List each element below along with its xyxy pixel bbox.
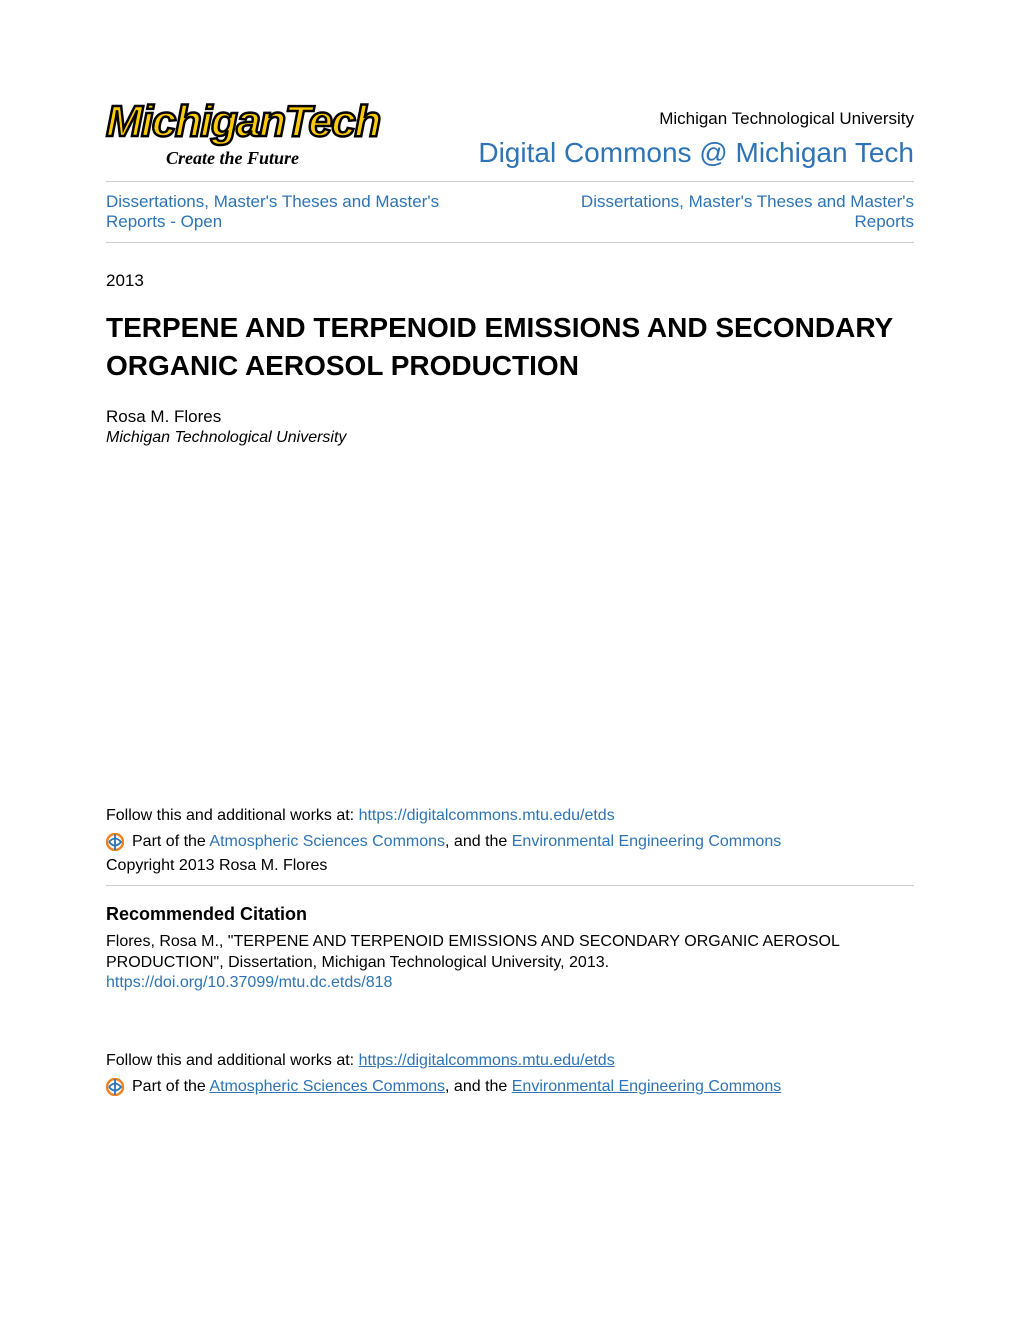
divider [106,885,914,886]
footer-follow-lead: Follow this and additional works at: [106,1052,359,1069]
author-affiliation: Michigan Technological University [106,429,914,447]
publication-year: 2013 [106,271,914,291]
doi-link[interactable]: https://doi.org/10.37099/mtu.dc.etds/818 [106,974,392,991]
divider [106,181,914,182]
follow-line: Follow this and additional works at: htt… [106,807,914,825]
divider [106,242,914,243]
footer-part-of-mid: , and the [445,1078,512,1095]
citation-heading: Recommended Citation [106,904,914,925]
part-of-line: Part of the Atmospheric Sciences Commons… [106,833,914,851]
breadcrumb-nav: Dissertations, Master's Theses and Maste… [106,192,914,232]
tagline-text: Create the Future [166,148,299,168]
part-of-text: Part of the Atmospheric Sciences Commons… [132,833,781,851]
logo-block: MichiganTech Create the Future [106,100,380,169]
footer-subject-link-2[interactable]: Environmental Engineering Commons [512,1078,781,1095]
footer-follow-url-link[interactable]: https://digitalcommons.mtu.edu/etds [359,1052,615,1069]
footer-part-of-lead: Part of the [132,1078,209,1095]
footer-part-of-text: Part of the Atmospheric Sciences Commons… [132,1078,781,1096]
university-name: Michigan Technological University [659,109,914,129]
network-icon [106,833,124,851]
network-icon [106,1078,124,1096]
copyright-text: Copyright 2013 Rosa M. Flores [106,857,914,875]
spacer [106,447,914,807]
document-title: TERPENE AND TERPENOID EMISSIONS AND SECO… [106,309,914,385]
repository-link[interactable]: Digital Commons @ Michigan Tech [478,137,914,169]
footer-follow-line: Follow this and additional works at: htt… [106,1052,914,1070]
author-name: Rosa M. Flores [106,407,914,427]
part-of-lead: Part of the [132,833,209,850]
follow-lead: Follow this and additional works at: [106,807,359,824]
logo-tagline: Create the Future [166,148,380,169]
page-header: MichiganTech Create the Future Michigan … [106,100,914,169]
footer-part-of-line: Part of the Atmospheric Sciences Commons… [106,1078,914,1096]
citation-text: Flores, Rosa M., "TERPENE AND TERPENOID … [106,931,914,974]
subject-link-2[interactable]: Environmental Engineering Commons [512,833,781,850]
header-right: Michigan Technological University Digita… [478,109,914,169]
collection-link-open[interactable]: Dissertations, Master's Theses and Maste… [106,192,470,232]
footer-subject-link-1[interactable]: Atmospheric Sciences Commons [209,1078,445,1095]
subject-link-1[interactable]: Atmospheric Sciences Commons [209,833,445,850]
part-of-mid: , and the [445,833,512,850]
follow-url-link[interactable]: https://digitalcommons.mtu.edu/etds [359,807,615,824]
footer-block: Follow this and additional works at: htt… [106,1052,914,1096]
university-logo: MichiganTech [106,100,380,144]
collection-link-all[interactable]: Dissertations, Master's Theses and Maste… [550,192,914,232]
